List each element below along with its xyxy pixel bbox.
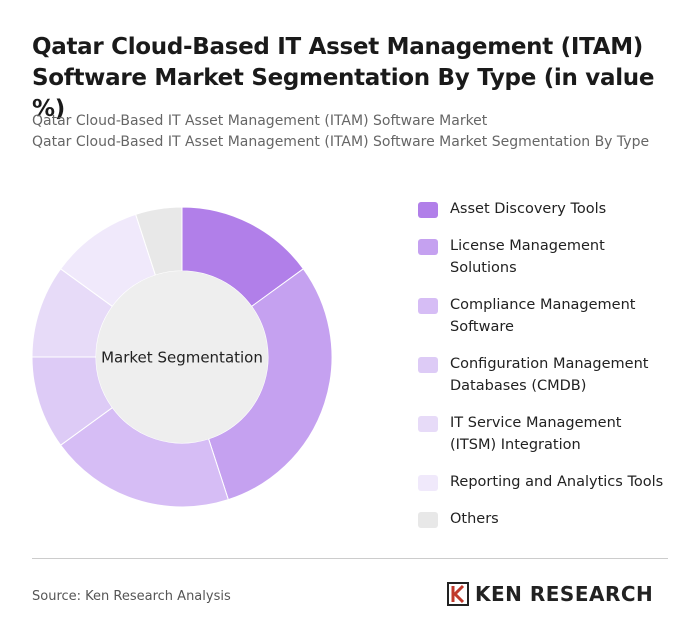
legend-swatch bbox=[418, 512, 438, 528]
donut-hole bbox=[96, 271, 268, 443]
brand-logo: KEN RESEARCH bbox=[447, 582, 653, 606]
legend-label: Others bbox=[450, 511, 499, 527]
legend-item: License Management Solutions bbox=[418, 235, 678, 279]
legend-item: Asset Discovery Tools bbox=[418, 198, 678, 220]
brand-name: KEN RESEARCH bbox=[475, 582, 654, 606]
legend-item: Reporting and Analytics Tools bbox=[418, 471, 678, 493]
legend-label: Asset Discovery Tools bbox=[450, 201, 607, 217]
legend-swatch bbox=[418, 298, 438, 314]
legend: Asset Discovery Tools License Management … bbox=[418, 198, 678, 545]
chart-title: Qatar Cloud-Based IT Asset Management (I… bbox=[32, 34, 655, 122]
legend-label: Configuration Management Databases (CMDB… bbox=[450, 356, 649, 394]
divider bbox=[32, 558, 668, 559]
subtitle: Qatar Cloud-Based IT Asset Management (I… bbox=[32, 113, 488, 129]
legend-label: License Management Solutions bbox=[450, 238, 605, 276]
legend-label: Compliance Management Software bbox=[450, 297, 636, 335]
legend-swatch bbox=[418, 416, 438, 432]
legend-item: Compliance Management Software bbox=[418, 294, 678, 338]
legend-swatch bbox=[418, 202, 438, 218]
legend-swatch bbox=[418, 357, 438, 373]
legend-item: Configuration Management Databases (CMDB… bbox=[418, 353, 678, 397]
brand-icon bbox=[447, 582, 469, 606]
subtitle: Qatar Cloud-Based IT Asset Management (I… bbox=[32, 134, 650, 150]
center-label: Market Segmentation bbox=[101, 349, 263, 367]
legend-label: IT Service Management (ITSM) Integration bbox=[450, 415, 622, 453]
donut-chart: Market Segmentation bbox=[31, 206, 333, 508]
legend-swatch bbox=[418, 239, 438, 255]
source: Source: Ken Research Analysis bbox=[32, 589, 231, 604]
legend-item: IT Service Management (ITSM) Integration bbox=[418, 412, 678, 456]
legend-label: Reporting and Analytics Tools bbox=[450, 474, 664, 490]
legend-swatch bbox=[418, 475, 438, 491]
legend-item: Others bbox=[418, 508, 678, 530]
